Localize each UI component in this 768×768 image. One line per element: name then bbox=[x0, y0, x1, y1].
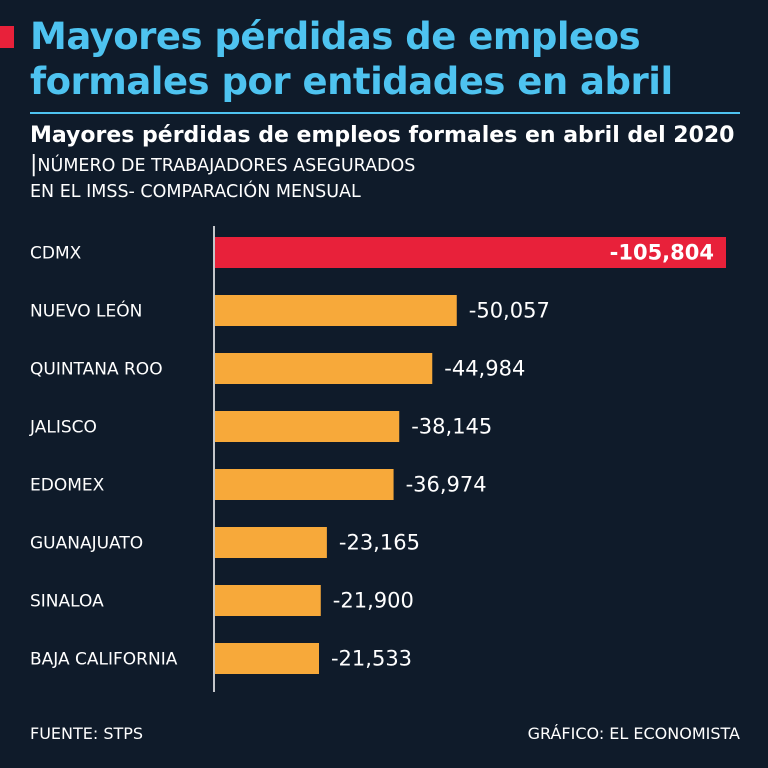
title-divider bbox=[30, 112, 740, 114]
category-label: NUEVO LEÓN bbox=[30, 300, 142, 322]
bar-quintana-roo bbox=[215, 353, 433, 384]
value-label: -21,900 bbox=[333, 589, 414, 613]
value-label: -23,165 bbox=[339, 531, 420, 555]
bar-baja-california bbox=[215, 643, 319, 674]
category-label: CDMX bbox=[30, 244, 82, 264]
value-label: -44,984 bbox=[444, 357, 525, 381]
bar-edomex bbox=[215, 469, 394, 500]
value-label: -38,145 bbox=[411, 415, 492, 439]
category-label: BAJA CALIFORNIA bbox=[30, 650, 178, 670]
bar-jalisco bbox=[215, 411, 400, 442]
bar-cdmx bbox=[215, 237, 726, 268]
page-title: Mayores pérdidas de empleos formales por… bbox=[30, 15, 673, 103]
category-label: EDOMEX bbox=[30, 476, 105, 496]
bar-sinaloa bbox=[215, 585, 321, 616]
category-label: GUANAJUATO bbox=[30, 534, 143, 554]
bar-nuevo-le-n bbox=[215, 295, 457, 326]
subtitle-light-1: NÚMERO DE TRABAJADORES ASEGURADOS bbox=[37, 156, 416, 176]
value-label: -105,804 bbox=[610, 241, 714, 265]
subtitle-separator: | bbox=[30, 152, 38, 177]
category-label: SINALOA bbox=[30, 592, 104, 612]
chart-subtitle: Mayores pérdidas de empleos formales en … bbox=[30, 121, 750, 181]
accent-bar bbox=[0, 26, 14, 48]
value-label: -21,533 bbox=[331, 647, 412, 671]
subtitle-bold: Mayores pérdidas de empleos formales en … bbox=[30, 123, 735, 148]
subtitle-light-2: EN EL IMSS- COMPARACIÓN MENSUAL bbox=[30, 182, 361, 202]
category-label: QUINTANA ROO bbox=[30, 360, 163, 380]
credit-note: GRÁFICO: EL ECONOMISTA bbox=[527, 724, 740, 743]
bar-guanajuato bbox=[215, 527, 327, 558]
value-label: -36,974 bbox=[406, 473, 487, 497]
bar-chart: CDMX -105,804 NUEVO LEÓN -50,057 QUINTANA RO… bbox=[29, 226, 726, 692]
source-note: FUENTE: STPS bbox=[30, 724, 144, 743]
value-label: -50,057 bbox=[469, 299, 550, 323]
category-label: JALISCO bbox=[29, 418, 97, 438]
